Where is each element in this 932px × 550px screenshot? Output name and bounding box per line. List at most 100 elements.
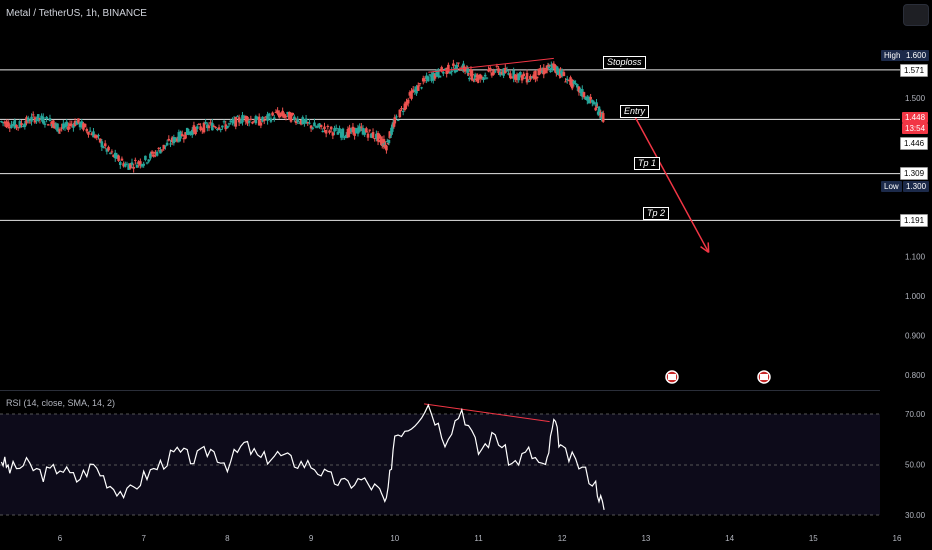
candle-body	[502, 68, 505, 76]
candle-body	[254, 116, 258, 124]
candle-body	[373, 138, 377, 140]
time-tick-label: 15	[809, 534, 818, 543]
candle-body	[261, 116, 264, 122]
candle-body	[241, 115, 244, 123]
candle-body	[298, 122, 301, 124]
event-icon[interactable]	[665, 370, 679, 384]
candle-body	[162, 144, 166, 149]
candle-body	[428, 74, 432, 76]
candle-body	[226, 125, 229, 129]
candle-body	[167, 138, 171, 141]
candle-body	[165, 142, 169, 146]
candle-body	[147, 159, 151, 162]
rsi-tick-label: 70.00	[905, 410, 926, 419]
candle-body	[485, 77, 489, 79]
candle-body	[13, 120, 17, 129]
low-value: 1.300	[903, 181, 930, 192]
candle-body	[433, 74, 437, 79]
candle-body	[40, 115, 43, 120]
event-icon[interactable]	[757, 370, 771, 384]
tp1-note[interactable]: Tp 1	[634, 157, 661, 170]
candle-body	[197, 123, 201, 125]
candle-body	[134, 159, 137, 161]
ticker-title: Metal / TetherUS, 1h, BINANCE	[6, 8, 147, 19]
time-tick-label: 12	[558, 534, 567, 543]
candle-body	[262, 120, 266, 122]
candle-body	[214, 127, 217, 129]
candle-body	[93, 135, 97, 138]
candle-body	[87, 131, 90, 135]
candle-body	[331, 132, 335, 136]
candle-body	[155, 151, 159, 156]
candle-body	[33, 117, 37, 123]
time-tick-label: 9	[309, 534, 314, 543]
candle-body	[251, 121, 254, 124]
candle-body	[11, 124, 15, 126]
candle-body	[75, 121, 79, 125]
candle-body	[216, 129, 219, 131]
candle-body	[0, 121, 3, 123]
candle-body	[366, 133, 370, 138]
candle-body	[38, 118, 42, 120]
candle-body	[192, 125, 196, 132]
settings-button[interactable]	[903, 4, 929, 26]
candle-body	[70, 124, 74, 126]
candle-body	[88, 130, 92, 132]
candle-body	[194, 127, 197, 135]
candle-body	[416, 85, 420, 91]
candle-body	[229, 120, 233, 123]
candle-body	[182, 138, 186, 140]
candle-body	[471, 73, 474, 76]
candle-body	[16, 127, 20, 129]
candle-body	[339, 132, 343, 138]
candle-body	[324, 129, 328, 134]
rsi-indicator-label[interactable]: RSI (14, close, SMA, 14, 2)	[6, 398, 116, 408]
candle-body	[553, 64, 556, 70]
candle-body	[537, 68, 541, 76]
candle-body	[601, 113, 605, 122]
candle-body	[113, 152, 117, 159]
candle-body	[247, 120, 251, 123]
entry-note[interactable]: Entry	[620, 105, 650, 118]
candle-body	[283, 114, 286, 118]
candle-body	[540, 71, 544, 73]
candle-body	[582, 92, 586, 98]
candle-body	[21, 126, 25, 128]
candle-body	[455, 64, 459, 72]
stoploss-note[interactable]: Stoploss	[603, 56, 646, 69]
candle-body	[1, 122, 5, 124]
candle-body	[170, 137, 174, 143]
candle-body	[467, 73, 470, 75]
candle-body	[45, 116, 48, 119]
candle-body	[57, 130, 60, 132]
candle-body	[135, 164, 139, 168]
candle-body	[90, 133, 94, 136]
candle-body	[591, 99, 594, 103]
candle-body	[209, 122, 212, 124]
candle-body	[535, 76, 539, 79]
candle-body	[122, 163, 125, 167]
candle-body	[277, 113, 281, 118]
time-tick-label: 11	[474, 534, 483, 543]
candle-body	[65, 121, 68, 127]
candle-body	[550, 64, 554, 71]
candle-body	[35, 119, 38, 122]
candle-body	[276, 110, 279, 114]
candle-body	[477, 78, 480, 80]
tp2-note[interactable]: Tp 2	[643, 207, 670, 220]
candle-body	[530, 76, 534, 79]
candle-body	[3, 121, 7, 124]
candle-body	[118, 162, 122, 166]
candle-body	[426, 76, 430, 82]
time-tick-label: 10	[390, 534, 399, 543]
candle-body	[509, 73, 512, 78]
candle-body	[20, 123, 23, 126]
candle-body	[448, 72, 452, 74]
candle-body	[329, 126, 333, 130]
candle-body	[435, 70, 438, 77]
projection-arrow-head	[700, 245, 710, 254]
rsi-axis: 70.00 50.00 30.00	[905, 410, 926, 520]
candle-body	[100, 141, 104, 148]
candle-body	[154, 151, 157, 154]
